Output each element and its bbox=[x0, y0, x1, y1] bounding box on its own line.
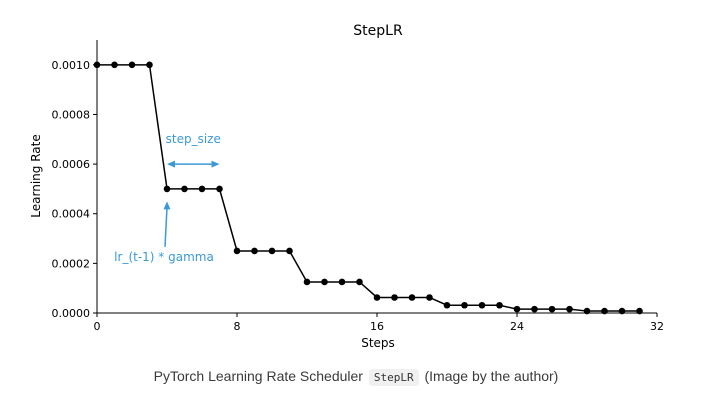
data-point bbox=[566, 305, 573, 313]
x-tick-label: 16 bbox=[370, 320, 384, 333]
step-size-label: step_size bbox=[166, 132, 221, 146]
data-point bbox=[601, 307, 608, 315]
data-point bbox=[111, 61, 118, 69]
x-tick-label: 0 bbox=[94, 320, 101, 333]
data-point bbox=[461, 301, 468, 309]
caption-code: StepLR bbox=[368, 369, 419, 386]
data-point bbox=[216, 185, 223, 193]
y-tick-label: 0.0000 bbox=[52, 307, 91, 320]
data-point bbox=[426, 294, 433, 301]
figure-caption: PyTorch Learning Rate Scheduler StepLR (… bbox=[0, 368, 712, 386]
y-tick-label: 0.0008 bbox=[52, 108, 91, 121]
data-point bbox=[548, 305, 556, 313]
data-point bbox=[478, 301, 486, 309]
data-point bbox=[391, 294, 398, 301]
caption-credit: (Image by the author) bbox=[424, 368, 559, 384]
gamma-arrowhead bbox=[163, 201, 171, 210]
data-point bbox=[321, 278, 328, 286]
data-point bbox=[443, 301, 451, 309]
step-size-arrowhead-left bbox=[167, 160, 175, 168]
data-point bbox=[163, 185, 171, 193]
data-point bbox=[93, 61, 101, 69]
data-point bbox=[373, 294, 381, 301]
data-point bbox=[181, 185, 188, 193]
data-point bbox=[286, 247, 293, 255]
y-axis-ticks: 0.0000 0.0002 0.0004 0.0006 0.0008 0.0010 bbox=[52, 59, 97, 320]
y-tick-label: 0.0004 bbox=[52, 208, 91, 221]
steplr-chart: StepLR 0.00000.00020.00040.00060.00080.0… bbox=[29, 23, 664, 350]
y-tick-label: 0.0010 bbox=[52, 59, 91, 72]
y-tick-label: 0.0002 bbox=[52, 257, 91, 270]
data-point bbox=[618, 307, 626, 315]
data-point bbox=[531, 305, 538, 313]
chart-title: StepLR bbox=[353, 23, 403, 39]
data-point bbox=[233, 247, 241, 255]
series-line bbox=[97, 64, 640, 312]
data-point bbox=[636, 307, 643, 315]
step-size-arrowhead-right bbox=[211, 160, 220, 168]
data-point bbox=[303, 278, 311, 286]
data-point bbox=[198, 185, 206, 193]
caption-text: PyTorch Learning Rate Scheduler bbox=[153, 368, 363, 384]
gamma-label: lr_(t-1) * gamma bbox=[114, 250, 214, 264]
data-point bbox=[408, 294, 416, 301]
x-axis-label: Steps bbox=[361, 336, 395, 350]
gamma-arrow bbox=[164, 207, 168, 247]
y-axis-label: Learning Rate bbox=[29, 134, 43, 217]
data-point bbox=[496, 301, 503, 309]
data-point bbox=[338, 278, 346, 286]
data-point bbox=[128, 61, 136, 69]
data-point bbox=[268, 247, 276, 255]
x-tick-label: 24 bbox=[510, 320, 524, 333]
x-tick-label: 32 bbox=[650, 320, 664, 333]
data-point bbox=[583, 307, 591, 315]
data-point bbox=[146, 61, 153, 69]
x-tick-label: 8 bbox=[234, 320, 241, 333]
data-point bbox=[356, 278, 363, 286]
data-point bbox=[513, 305, 521, 313]
data-point bbox=[251, 247, 258, 255]
x-axis-ticks: 0 8 16 24 32 bbox=[94, 313, 664, 333]
annotations: step_size lr_(t-1) * gamma bbox=[114, 132, 221, 264]
data-points bbox=[93, 61, 643, 315]
y-tick-label: 0.0006 bbox=[52, 158, 91, 171]
